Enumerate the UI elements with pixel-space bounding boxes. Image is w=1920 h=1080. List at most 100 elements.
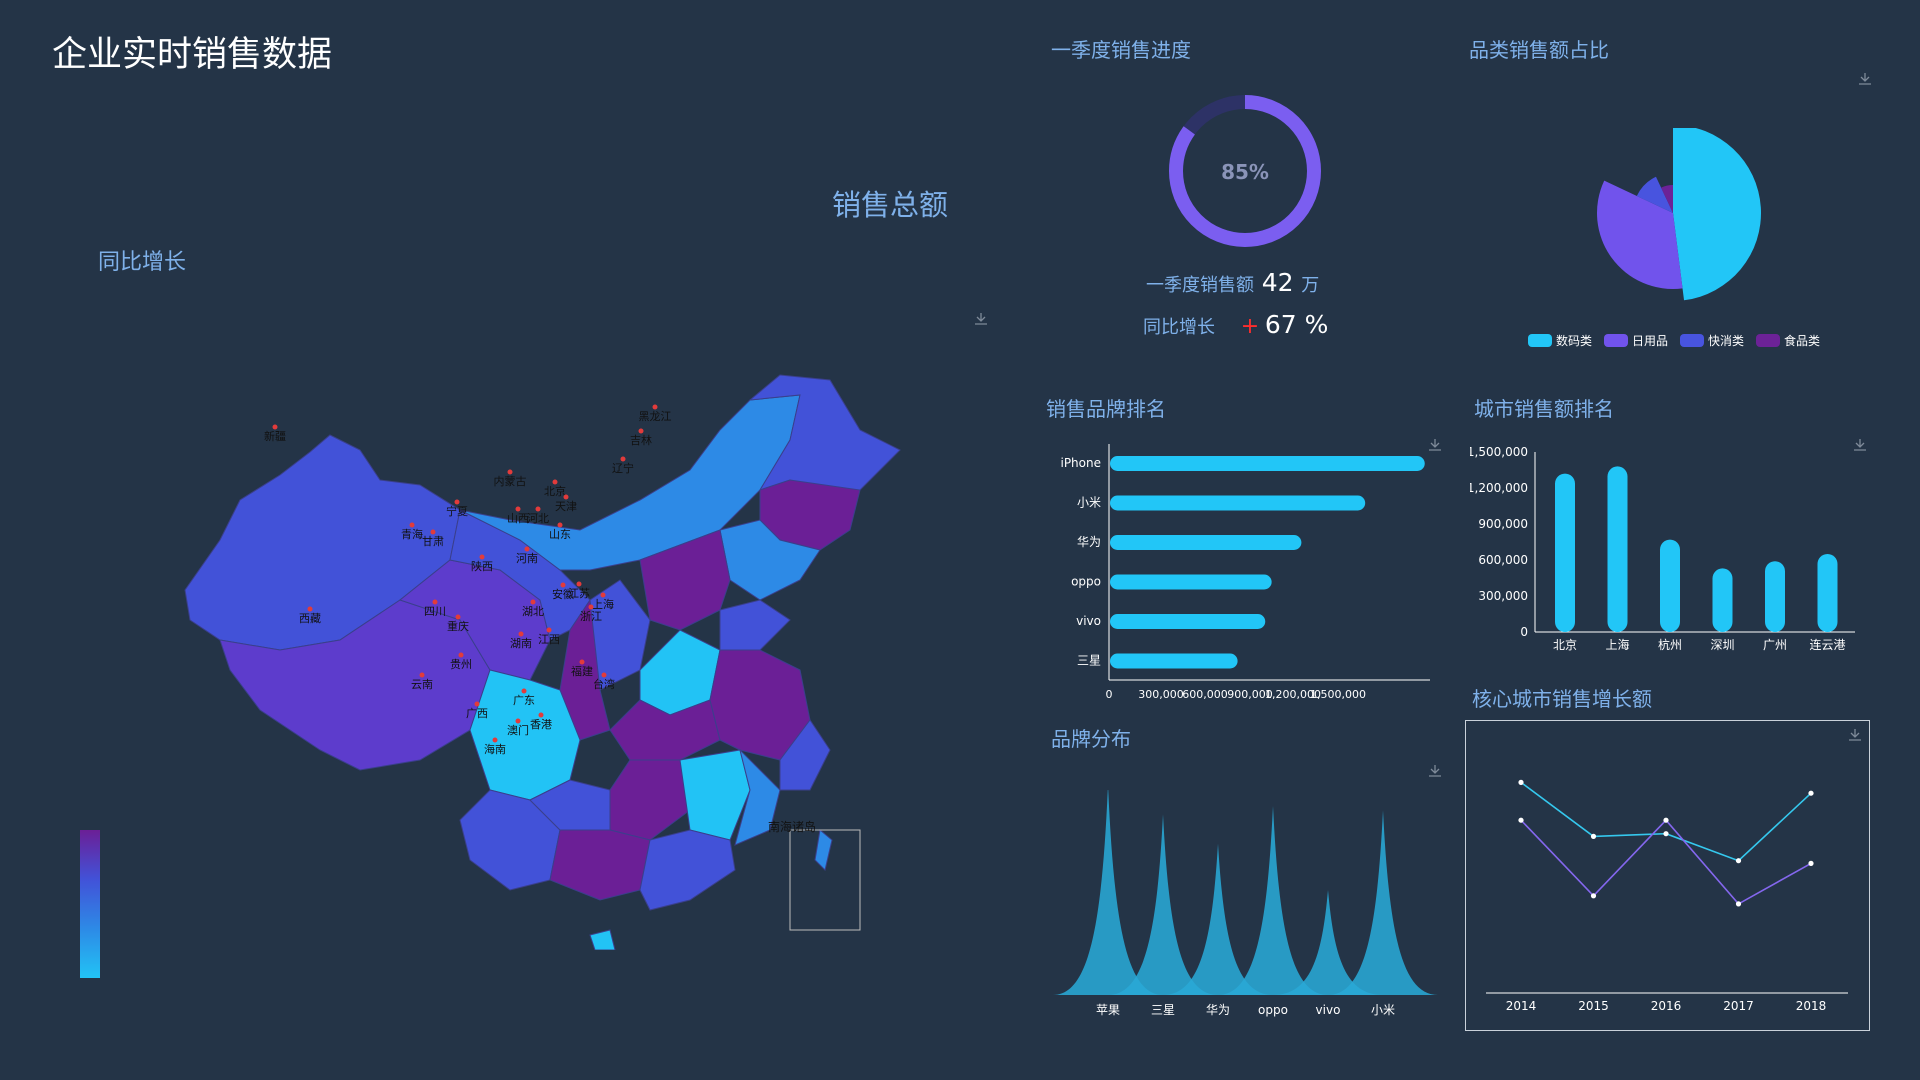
- x-tick-label: 三星: [1151, 1003, 1175, 1017]
- province-label: 黑龙江: [639, 410, 672, 423]
- brand-peak: [1328, 810, 1438, 995]
- brand-bar-label: oppo: [1071, 575, 1101, 589]
- province-marker: [557, 522, 563, 528]
- province-marker: [479, 554, 485, 560]
- brand-bar-label: 三星: [1077, 654, 1101, 668]
- city-growth-chart: 2014 2015 2016 2017 2018: [1486, 779, 1848, 1013]
- legend-item[interactable]: 数码类: [1528, 332, 1592, 349]
- x-tick-label: 深圳: [1710, 638, 1734, 652]
- y-tick-label: 1,200,000: [1470, 481, 1528, 495]
- province-label: 浙江: [580, 610, 602, 623]
- q1-yoy-label: 同比增长: [1143, 317, 1215, 338]
- q1-sales-value: 42: [1261, 268, 1294, 297]
- province-marker: [535, 506, 541, 512]
- province-label: 湖北: [522, 605, 544, 618]
- province-label: 北京: [544, 484, 566, 498]
- yoy-growth-label: 同比增长: [98, 250, 187, 275]
- city-bar: [1607, 466, 1628, 632]
- province-marker: [576, 581, 582, 587]
- y-tick-label: 300,000: [1478, 589, 1528, 603]
- province-marker: [432, 599, 438, 605]
- province-marker: [507, 469, 513, 475]
- series-point: [1590, 893, 1597, 899]
- legend-item[interactable]: 食品类: [1756, 332, 1820, 349]
- q1-sales-label: 一季度销售额: [1146, 275, 1254, 296]
- x-tick-label: 2016: [1651, 999, 1682, 1013]
- brand-rank-title: 销售品牌排名: [1046, 397, 1166, 421]
- download-icon[interactable]: [974, 312, 988, 326]
- y-tick-label: 600,000: [1478, 553, 1528, 567]
- province-marker: [552, 479, 558, 485]
- x-tick-label: 上海: [1605, 637, 1629, 652]
- x-tick-label: 北京: [1553, 638, 1577, 652]
- province-marker: [588, 604, 594, 610]
- map-legend-bar[interactable]: [80, 830, 100, 978]
- brand-peak: [1218, 806, 1328, 995]
- download-icon[interactable]: [1848, 728, 1862, 742]
- province-label: 四川: [424, 605, 446, 618]
- province-label: 陕西: [471, 559, 493, 573]
- province-marker: [409, 522, 415, 528]
- region-fujian: [734, 748, 781, 846]
- legend-item[interactable]: 日用品: [1604, 332, 1668, 349]
- brand-peak: [1108, 814, 1218, 995]
- download-icon[interactable]: [1858, 72, 1872, 86]
- legend-label: 数码类: [1556, 334, 1593, 348]
- legend-label: 日用品: [1632, 334, 1669, 348]
- province-label: 河北: [527, 512, 549, 525]
- city-rank-title: 城市销售额排名: [1474, 397, 1614, 421]
- province-label: 湖南: [510, 637, 532, 650]
- province-label: 江西: [538, 633, 560, 646]
- category-share-title: 品类销售额占比: [1469, 38, 1609, 62]
- province-marker: [455, 614, 461, 620]
- x-tick-label: 0: [1106, 688, 1113, 701]
- x-tick-label: 1,200,000: [1265, 688, 1321, 701]
- legend-swatch: [1680, 334, 1705, 347]
- series-point: [1663, 831, 1669, 837]
- x-tick-label: 600,000: [1182, 688, 1228, 701]
- x-tick-label: 900,000: [1227, 688, 1273, 701]
- x-tick-label: 广州: [1763, 638, 1787, 652]
- q1-sales-unit: 万: [1301, 275, 1320, 296]
- city-bar: [1712, 568, 1733, 632]
- brand-peak: [1273, 890, 1383, 995]
- x-tick-label: 2017: [1723, 999, 1754, 1013]
- province-label: 重庆: [447, 619, 469, 633]
- region-guangxi: [549, 829, 651, 901]
- city-bar: [1555, 473, 1575, 632]
- province-label: 云南: [411, 678, 433, 691]
- x-tick-label: 杭州: [1658, 637, 1682, 652]
- q1-sales-row: 一季度销售额 42 万: [1146, 268, 1319, 297]
- x-tick-label: 连云港: [1809, 637, 1845, 652]
- province-label: 内蒙古: [494, 474, 527, 488]
- province-label: 江苏: [568, 587, 590, 600]
- q1-yoy-value: 67 %: [1264, 310, 1329, 339]
- sales-total-label: 销售总额: [832, 188, 949, 222]
- brand-bar: [1110, 653, 1238, 669]
- x-tick-label: 2018: [1796, 999, 1827, 1013]
- province-label: 天津: [555, 500, 577, 513]
- city-bar: [1660, 539, 1680, 632]
- province-marker: [652, 404, 658, 410]
- south-sea-inset: [789, 829, 861, 931]
- progress-ring: 85%: [1169, 95, 1321, 247]
- province-marker: [492, 737, 498, 743]
- province-label: 山西: [507, 512, 529, 525]
- legend-item[interactable]: 快消类: [1680, 332, 1744, 349]
- download-icon[interactable]: [1428, 438, 1442, 452]
- city-growth-frame: [1465, 720, 1870, 1031]
- province-marker: [307, 606, 313, 612]
- province-marker: [521, 688, 527, 694]
- pie-slice: [1661, 185, 1673, 213]
- download-icon[interactable]: [1853, 438, 1867, 452]
- y-tick-label: 0: [1520, 625, 1528, 639]
- brand-bar-label: 华为: [1077, 535, 1101, 549]
- series-point: [1518, 817, 1524, 823]
- progress-percent: 85%: [1221, 160, 1269, 184]
- province-marker: [272, 424, 278, 430]
- download-icon[interactable]: [1428, 764, 1442, 778]
- brand-bar-label: 小米: [1077, 496, 1101, 510]
- city-growth-title: 核心城市销售增长额: [1472, 687, 1652, 711]
